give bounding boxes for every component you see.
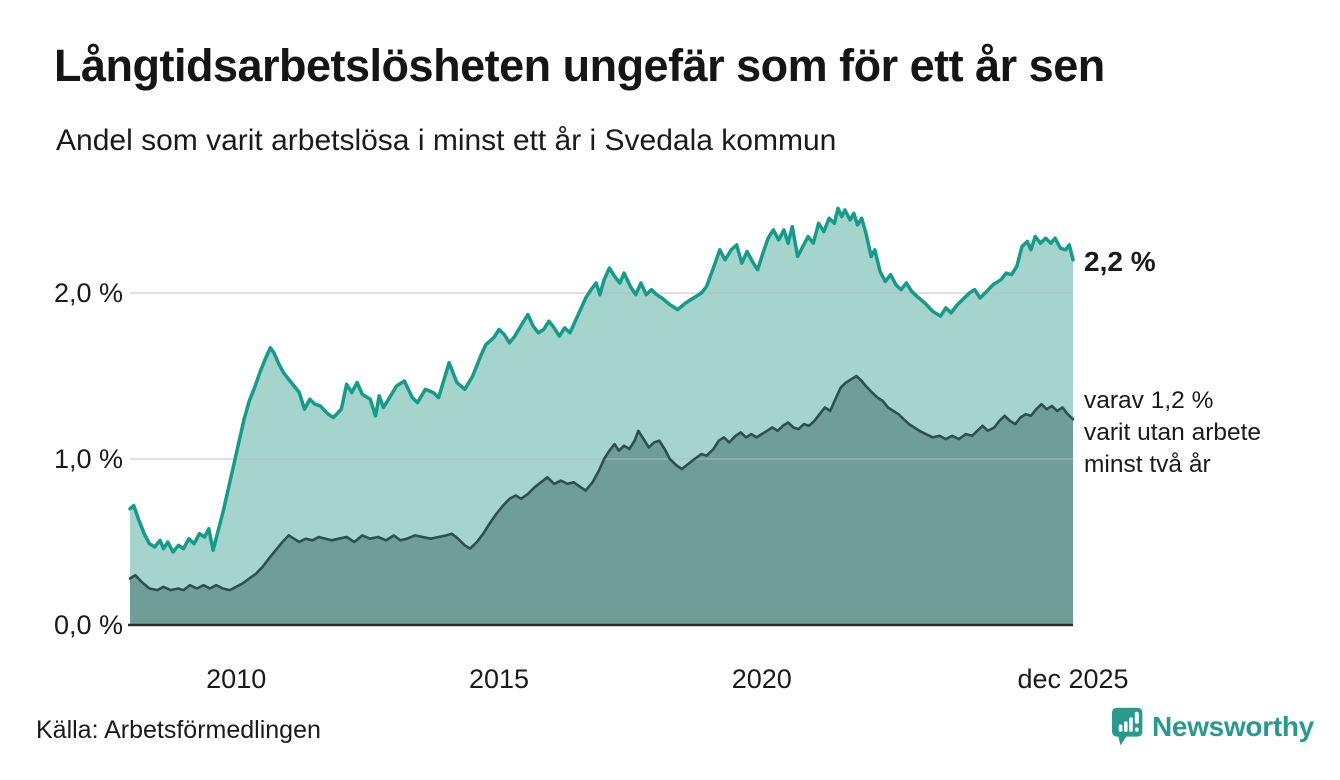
y-tick-label: 2,0 % — [54, 278, 123, 308]
x-tick-label: 2015 — [469, 664, 529, 694]
newsworthy-pin-icon — [1112, 706, 1144, 748]
source-note: Källa: Arbetsförmedlingen — [36, 716, 321, 744]
newsworthy-logo[interactable]: Newsworthy — [1112, 706, 1314, 748]
page-title: Långtidsarbetslösheten ungefär som för e… — [54, 40, 1105, 91]
series-area-two-years — [130, 376, 1073, 625]
newsworthy-wordmark: Newsworthy — [1152, 711, 1314, 742]
series-line-long-term — [128, 206, 1075, 554]
x-tick-label: dec 2025 — [1017, 664, 1128, 694]
two-year-value-label: varav 1,2 % varit utan arbete minst två … — [1084, 387, 1262, 479]
y-tick-label: 1,0 % — [54, 444, 123, 474]
x-tick-label: 2020 — [732, 664, 792, 694]
latest-value-label: 2,2 % — [1084, 246, 1156, 277]
x-tick-label: 2010 — [206, 664, 266, 694]
series-line-two-years — [128, 374, 1075, 592]
chart-subtitle: Andel som varit arbetslösa i minst ett å… — [56, 124, 837, 157]
y-tick-label: 0,0 % — [54, 610, 123, 640]
